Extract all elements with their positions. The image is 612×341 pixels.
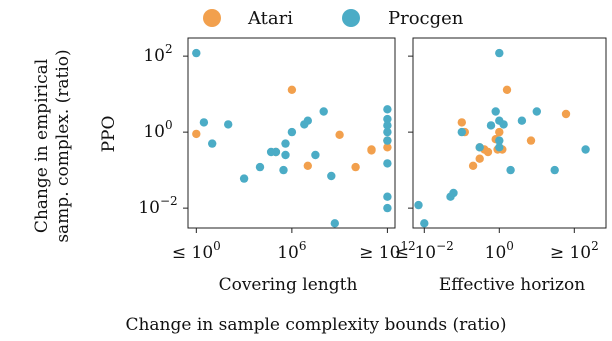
data-point-atari	[526, 136, 536, 145]
legend-label-atari: Atari	[247, 8, 293, 29]
data-point-procgen	[281, 150, 290, 160]
data-point-procgen	[383, 159, 392, 168]
data-point-procgen	[208, 139, 217, 148]
data-point-procgen	[383, 121, 392, 130]
data-point-atari	[495, 127, 504, 137]
x-axis-ticks: ≤ 10−2 100 ≥ 102	[395, 228, 599, 263]
data-point-procgen	[311, 150, 320, 160]
data-point-procgen	[287, 127, 297, 137]
data-point-procgen	[303, 116, 312, 125]
data-point-procgen	[383, 192, 392, 201]
data-point-atari	[468, 161, 478, 170]
x-tick-label: ≤ 100	[172, 239, 221, 263]
data-point-atari	[287, 85, 297, 95]
data-point-procgen	[224, 120, 233, 129]
data-point-procgen	[281, 139, 290, 148]
x-tick-label: 106	[277, 239, 306, 263]
data-point-procgen	[327, 171, 336, 181]
data-point-procgen	[383, 136, 392, 145]
data-point-procgen	[581, 145, 590, 154]
x-tick-label: 100	[485, 239, 514, 263]
y-axis-ticks	[408, 55, 413, 209]
data-point-procgen	[271, 147, 281, 157]
legend-marker-atari	[203, 9, 221, 27]
figure-ylabel-line2: samp. complex. (ratio)	[53, 49, 73, 242]
data-point-atari	[335, 130, 344, 139]
data-point-procgen	[383, 114, 392, 124]
data-point-procgen	[279, 165, 288, 175]
data-point-atari	[367, 146, 376, 155]
data-point-procgen	[517, 116, 527, 125]
data-point-atari	[475, 154, 484, 163]
data-point-atari	[192, 129, 201, 139]
data-point-procgen	[383, 203, 392, 213]
data-point-atari	[457, 118, 466, 127]
y-tick-label: 102	[143, 42, 172, 66]
legend: Atari Procgen	[203, 8, 464, 29]
y-tick-label: 10−2	[138, 194, 177, 218]
scatter-points	[414, 48, 590, 228]
x-tick-label: ≥ 102	[550, 239, 599, 263]
data-point-procgen	[495, 48, 504, 58]
y-tick-label: 100	[143, 118, 172, 142]
figure-ylabel-line1: Change in empirical	[32, 59, 52, 233]
y-axis-ticks: 102 100 10−2	[138, 42, 188, 218]
data-point-atari	[303, 161, 312, 170]
figure-xlabel: Change in sample complexity bounds (rati…	[125, 315, 506, 335]
data-point-procgen	[532, 107, 541, 116]
data-point-procgen	[319, 107, 328, 116]
chart-panel-effective-horizon: ≤ 10−2 100 ≥ 102 Effective horizon	[395, 37, 607, 295]
data-point-procgen	[491, 107, 500, 116]
panel-frame	[412, 37, 607, 229]
data-point-atari	[383, 143, 392, 152]
data-point-procgen	[495, 136, 504, 145]
data-point-procgen	[475, 143, 484, 152]
data-point-atari	[502, 85, 512, 95]
data-point-procgen	[330, 219, 339, 228]
data-point-procgen	[449, 188, 458, 198]
scatter-points	[192, 48, 392, 228]
data-point-procgen	[457, 127, 466, 137]
data-point-procgen	[414, 200, 423, 210]
data-point-procgen	[499, 120, 508, 129]
data-point-procgen	[550, 165, 559, 175]
data-point-procgen	[255, 162, 265, 172]
data-point-procgen	[192, 48, 201, 58]
x-tick-label: ≤ 10−2	[395, 239, 454, 263]
x-axis-label-covering-length: Covering length	[219, 275, 358, 295]
data-point-procgen	[239, 174, 249, 183]
data-point-procgen	[495, 143, 504, 152]
data-point-atari	[351, 162, 360, 172]
data-point-procgen	[506, 165, 515, 175]
data-point-atari	[561, 109, 571, 119]
x-axis-label-effective-horizon: Effective horizon	[439, 275, 585, 295]
data-point-procgen	[486, 121, 496, 130]
x-axis-ticks: ≤ 100 106 ≥ 1012	[172, 228, 416, 263]
data-point-procgen	[420, 219, 429, 228]
data-point-procgen	[199, 118, 209, 127]
legend-label-procgen: Procgen	[388, 8, 464, 29]
data-point-atari	[483, 147, 493, 157]
row-label-ppo: PPO	[99, 116, 119, 153]
legend-marker-procgen	[342, 9, 360, 27]
data-point-procgen	[383, 105, 392, 114]
data-point-procgen	[383, 127, 392, 137]
